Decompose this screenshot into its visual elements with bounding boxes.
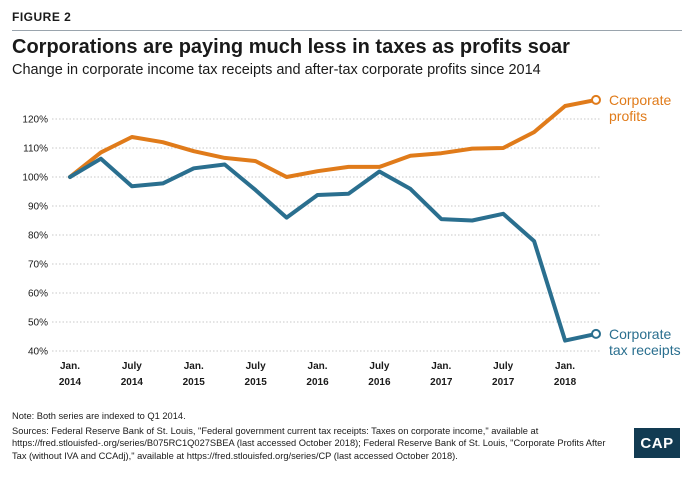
chart-subtitle: Change in corporate income tax receipts … xyxy=(12,62,541,78)
x-tick-label: Jan. xyxy=(184,361,204,372)
line-chart: 40%50%60%70%80%90%100%110%120% Jan.2014J… xyxy=(22,92,681,388)
x-tick-label: 2014 xyxy=(59,377,82,388)
chart-title: Corporations are paying much less in tax… xyxy=(12,36,570,58)
y-tick-labels: 40% 50% 60% 70% 80% 90% 100% 110% 120% xyxy=(22,115,48,358)
x-tick-label: Jan. xyxy=(431,361,451,372)
y-tick-label: 70% xyxy=(28,260,48,271)
x-tick-label: Jan. xyxy=(555,361,575,372)
figure-label: FIGURE 2 xyxy=(12,10,72,24)
x-tick-label: July xyxy=(122,361,142,372)
y-tick-label: 60% xyxy=(28,289,48,300)
cap-logo: CAP xyxy=(634,428,680,458)
x-tick-label: 2017 xyxy=(430,377,453,388)
x-tick-label: July xyxy=(493,361,513,372)
y-tick-label: 100% xyxy=(22,173,48,184)
y-tick-label: 120% xyxy=(22,115,48,126)
y-tick-label: 40% xyxy=(28,347,48,358)
x-tick-label: July xyxy=(369,361,389,372)
series-line-profits xyxy=(68,97,598,179)
series-line-tax-receipts xyxy=(68,156,598,343)
y-tick-label: 50% xyxy=(28,318,48,329)
header-rule xyxy=(12,30,682,31)
chart-notes: Note: Both series are indexed to Q1 2014… xyxy=(12,410,612,464)
x-tick-label: 2018 xyxy=(554,377,577,388)
y-tick-label: 80% xyxy=(28,231,48,242)
sources-text: Sources: Federal Reserve Bank of St. Lou… xyxy=(12,425,606,461)
x-tick-label: 2015 xyxy=(245,377,268,388)
series-label: Corporate xyxy=(609,326,671,342)
grid-layer xyxy=(52,118,600,352)
x-tick-labels: Jan. 2014 July 2014 Jan. 2015 July 2015 Jan. 2016… xyxy=(59,361,577,388)
x-tick-label: 2014 xyxy=(121,377,144,388)
series-label: Corporate xyxy=(609,92,671,108)
series-end-marker xyxy=(591,328,601,339)
x-tick-label: 2016 xyxy=(368,377,391,388)
series-end-marker xyxy=(591,94,601,105)
series-label: profits xyxy=(609,108,647,124)
y-tick-label: 90% xyxy=(28,202,48,213)
x-tick-label: July xyxy=(246,361,266,372)
x-tick-label: Jan. xyxy=(308,361,328,372)
series-label: tax receipts xyxy=(609,342,681,358)
series-layer xyxy=(68,94,601,343)
x-tick-label: 2017 xyxy=(492,377,515,388)
y-tick-label: 110% xyxy=(23,144,48,155)
note-text: Note: Both series are indexed to Q1 2014… xyxy=(12,411,186,421)
x-tick-label: Jan. xyxy=(60,361,80,372)
x-tick-label: 2016 xyxy=(306,377,329,388)
x-tick-label: 2015 xyxy=(183,377,206,388)
